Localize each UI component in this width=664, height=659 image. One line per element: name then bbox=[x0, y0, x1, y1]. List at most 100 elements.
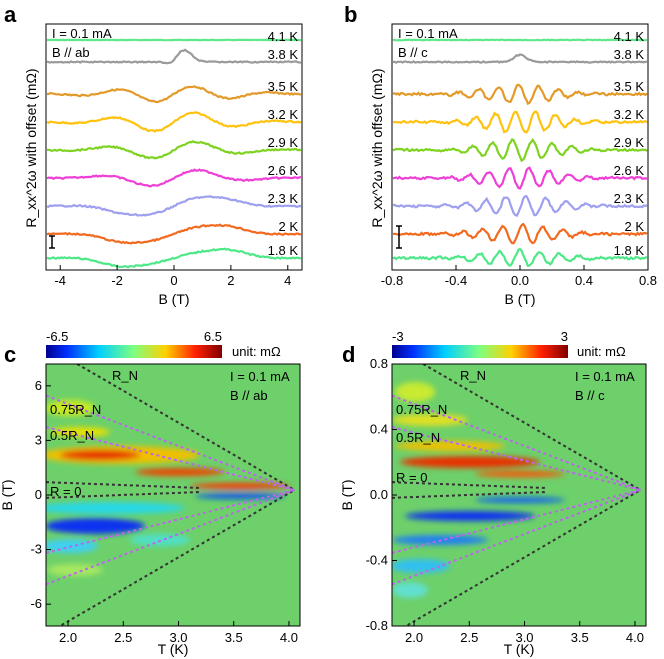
tick-label: 2.5 bbox=[460, 630, 478, 645]
contour-label-r0: R = 0 bbox=[396, 470, 427, 485]
colorbar bbox=[392, 345, 568, 358]
contour-r0-lower bbox=[392, 491, 547, 499]
contour-05rn-lower bbox=[46, 489, 295, 554]
tick-label: 0.4 bbox=[370, 422, 388, 437]
blob bbox=[475, 471, 565, 477]
x-axis-ticks: -4 -2 0 2 4 bbox=[54, 265, 291, 288]
tick-label: -4 bbox=[54, 273, 66, 288]
tick-label: 0 bbox=[35, 487, 42, 502]
temperature-label: 4.1 K bbox=[614, 29, 645, 44]
temperature-label: 2 K bbox=[624, 219, 644, 234]
axis-ticks: 2.0 2.5 3.0 3.5 4.0 6 3 0 -3 -6 bbox=[30, 378, 298, 645]
trace-2K bbox=[46, 223, 302, 245]
temperature-label: 4.1 K bbox=[268, 29, 299, 44]
trace-23K bbox=[392, 194, 648, 218]
blob bbox=[46, 400, 95, 416]
tick-label: 3.5 bbox=[225, 630, 243, 645]
contour-05rn-upper bbox=[392, 426, 641, 491]
blob bbox=[395, 441, 505, 451]
contour-075rn-upper bbox=[46, 394, 295, 491]
panel-label: b bbox=[344, 2, 357, 27]
blob bbox=[475, 497, 565, 503]
y-axis-label: R_xx^2ω with offset (mΩ) bbox=[23, 68, 39, 227]
contour-05rn-upper bbox=[46, 426, 295, 491]
trace-38K bbox=[393, 53, 648, 64]
trace-18K bbox=[392, 247, 648, 268]
tick-label: 4.0 bbox=[626, 630, 644, 645]
tick-label: -2 bbox=[111, 273, 123, 288]
trace-26K bbox=[392, 166, 648, 190]
panel-c: c -6.5 6.5 unit: mΩ 2.0 2.5 3.0 3 bbox=[0, 329, 301, 657]
axis-ticks: 2.0 2.5 3.0 3.5 4.0 0.8 0.4 0.0 -0.4 -0.8 bbox=[366, 356, 644, 645]
trace-32K bbox=[46, 111, 302, 133]
contour-075rn-upper bbox=[392, 394, 641, 491]
contour-r0-upper bbox=[392, 481, 547, 489]
heatmap-blobs bbox=[46, 364, 295, 626]
tick-label: 3.5 bbox=[571, 630, 589, 645]
tick-label: 2.5 bbox=[114, 630, 132, 645]
colorbar-max: 3 bbox=[561, 329, 568, 344]
contour-r0-upper bbox=[46, 481, 201, 489]
blob bbox=[50, 427, 110, 437]
tick-label: 2.0 bbox=[405, 630, 423, 645]
legend-field: B // ab bbox=[52, 45, 90, 60]
trace-41K bbox=[392, 38, 648, 42]
temperature-label: 3.8 K bbox=[614, 47, 645, 62]
legend-field: B // c bbox=[575, 388, 605, 403]
tick-label: -3 bbox=[30, 542, 42, 557]
y-axis-label: B (T) bbox=[339, 479, 355, 510]
temperature-label: 2.6 K bbox=[614, 163, 645, 178]
tick-label: 3.0 bbox=[515, 630, 533, 645]
legend-current: I = 0.1 mA bbox=[52, 26, 112, 41]
tick-label: 0.8 bbox=[370, 356, 388, 371]
temperature-label: 1.8 K bbox=[614, 243, 645, 258]
trace-26K bbox=[46, 168, 302, 188]
temperature-label: 3.2 K bbox=[614, 107, 645, 122]
blob bbox=[400, 456, 540, 468]
temperature-labels: 4.1 K 3.8 K 3.5 K 3.2 K 2.9 K 2.6 K 2.3 K 2 K 1.… bbox=[614, 29, 645, 258]
tick-label: 4.0 bbox=[280, 630, 298, 645]
contour-r0-lower bbox=[46, 491, 201, 499]
legend-current: I = 0.1 mA bbox=[230, 369, 290, 384]
temperature-label: 2.9 K bbox=[614, 135, 645, 150]
tick-label: 2.0 bbox=[59, 630, 77, 645]
trace-35K bbox=[392, 83, 648, 106]
temperature-label: 2.3 K bbox=[614, 191, 645, 206]
blob bbox=[46, 518, 145, 534]
blob bbox=[60, 450, 140, 460]
temperature-label: 3.5 K bbox=[268, 79, 299, 94]
trace-group bbox=[392, 38, 648, 268]
temperature-label: 2.3 K bbox=[268, 191, 299, 206]
tick-label: 0.8 bbox=[639, 273, 657, 288]
x-axis-label: T (K) bbox=[158, 641, 189, 657]
panel-label: c bbox=[4, 342, 16, 367]
legend-current: I = 0.1 mA bbox=[398, 26, 458, 41]
contour-075rn-lower bbox=[392, 489, 641, 586]
tick-label: 0 bbox=[170, 273, 177, 288]
colorbar-min: -6.5 bbox=[46, 329, 68, 344]
temperature-label: 3.8 K bbox=[268, 47, 299, 62]
blob bbox=[46, 502, 185, 514]
tick-label: 3.0 bbox=[169, 630, 187, 645]
colorbar-unit: unit: mΩ bbox=[577, 344, 626, 359]
trace-23K bbox=[46, 195, 302, 217]
contour-label-075rn: 0.75R_N bbox=[396, 402, 447, 417]
trace-2K bbox=[393, 222, 648, 245]
tick-label: 0.4 bbox=[575, 273, 593, 288]
trace-29K bbox=[47, 140, 302, 160]
contour-075rn-lower bbox=[46, 489, 295, 586]
tick-label: -0.4 bbox=[366, 553, 388, 568]
tick-label: -6 bbox=[30, 596, 42, 611]
x-axis-label: B (T) bbox=[158, 291, 189, 307]
tick-label: -0.4 bbox=[445, 273, 467, 288]
temperature-label: 2.6 K bbox=[268, 163, 299, 178]
contour-label-rn: R_N bbox=[112, 368, 138, 383]
legend-field: B // c bbox=[398, 45, 428, 60]
contour-lines bbox=[392, 364, 641, 626]
trace-29K bbox=[392, 138, 648, 163]
tick-label: 2 bbox=[227, 273, 234, 288]
colorbar bbox=[46, 345, 222, 358]
tick-label: 0.0 bbox=[370, 487, 388, 502]
contour-label-075rn: 0.75R_N bbox=[50, 402, 101, 417]
